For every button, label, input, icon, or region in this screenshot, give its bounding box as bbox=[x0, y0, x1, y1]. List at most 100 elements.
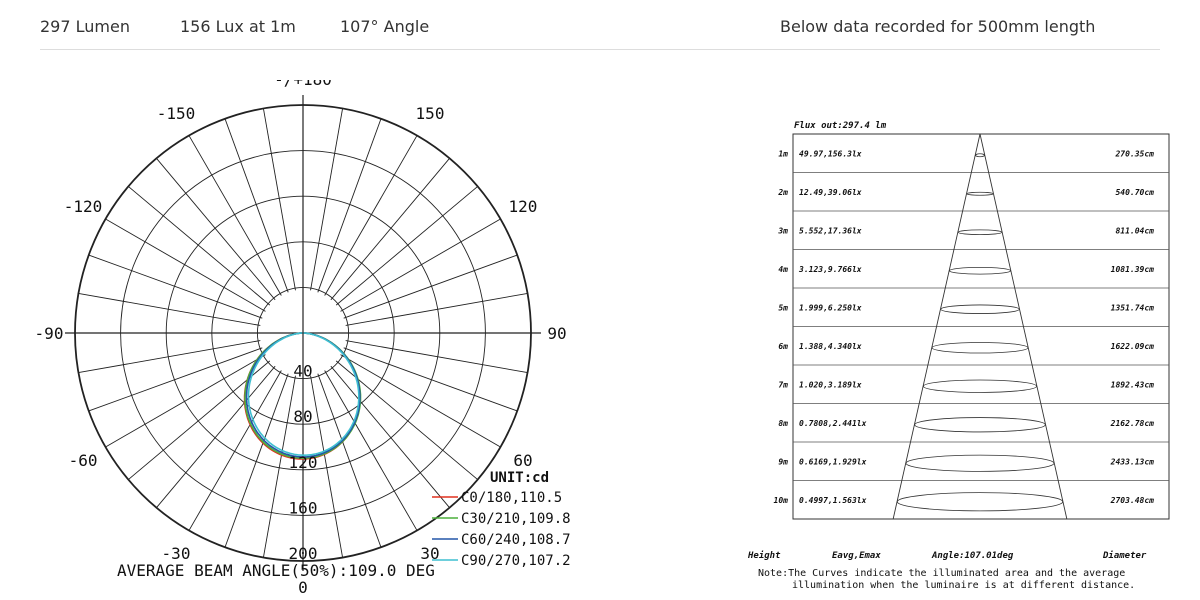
cone-ellipse bbox=[931, 342, 1029, 354]
row-illuminance: 0.4997,1.563lx bbox=[799, 496, 867, 505]
row-height: 5m bbox=[778, 303, 788, 312]
unit-label: UNIT:cd bbox=[490, 470, 549, 486]
row-height: 2m bbox=[777, 188, 788, 197]
angle-label: -90 bbox=[35, 324, 64, 343]
polar-spoke bbox=[128, 186, 271, 306]
polar-distribution-chart: -/+180 150 120 90 60 30 0 -30 -60 -90 -120 -150 40 80… bbox=[35, 80, 571, 597]
legend-entry: C90/270,107.2 bbox=[461, 553, 571, 569]
polar-spoke bbox=[88, 254, 263, 319]
cone-ellipse bbox=[923, 379, 1037, 393]
polar-spoke bbox=[324, 370, 418, 531]
polar-spoke bbox=[330, 158, 450, 301]
col-value: Eavg,Emax bbox=[832, 551, 881, 561]
row-diameter: 1081.39cm bbox=[1111, 265, 1155, 274]
polar-spoke bbox=[340, 354, 501, 448]
row-height: 3m bbox=[777, 226, 788, 235]
row-illuminance: 1.999,6.250lx bbox=[799, 303, 862, 312]
polar-spoke bbox=[105, 354, 266, 448]
table-grid bbox=[792, 133, 1170, 520]
lumen-spec: 297 Lumen bbox=[40, 17, 130, 36]
angle-label: -/+180 bbox=[274, 80, 332, 89]
polar-labels: -/+180 150 120 90 60 30 0 -30 -60 -90 -120 -150 40 80… bbox=[35, 80, 567, 597]
polar-spoke bbox=[224, 373, 289, 548]
cone-ellipse bbox=[975, 153, 985, 158]
polar-spoke bbox=[330, 365, 450, 508]
angle-label: 150 bbox=[416, 104, 445, 123]
row-height: 8m bbox=[778, 419, 788, 428]
row-height: 7m bbox=[778, 380, 788, 389]
angle-label: 60 bbox=[513, 451, 532, 470]
row-height: 9m bbox=[778, 457, 788, 466]
cone-ellipse bbox=[957, 229, 1003, 236]
polar-spoke bbox=[317, 373, 382, 548]
polar-spoke bbox=[335, 360, 478, 480]
cone-ellipse bbox=[966, 191, 994, 196]
length-note: Below data recorded for 500mm length bbox=[780, 17, 1096, 36]
polar-series-curve bbox=[247, 332, 360, 457]
polar-spoke bbox=[262, 108, 296, 291]
table-rows: 1m 49.97,156.3lx 270.35cm 2m 12.49,39.06lx 54… bbox=[774, 149, 1155, 505]
row-illuminance: 12.49,39.06lx bbox=[799, 188, 862, 197]
angle-label: -30 bbox=[162, 544, 191, 563]
polar-legend: C0/180,110.5 C30/210,109.8 C60/240,108.7 C9… bbox=[432, 490, 571, 569]
angle-label: -60 bbox=[69, 451, 98, 470]
cone-ellipse bbox=[905, 454, 1055, 472]
radial-tick-label: 200 bbox=[289, 544, 318, 563]
polar-spoke bbox=[262, 375, 296, 558]
row-diameter: 1892.43cm bbox=[1111, 380, 1155, 389]
row-illuminance: 49.97,156.3lx bbox=[799, 149, 862, 158]
cone-ellipse bbox=[896, 492, 1064, 512]
polar-spoke bbox=[340, 218, 501, 312]
polar-spoke bbox=[335, 186, 478, 306]
flux-out: Flux out:297.4 lm bbox=[794, 121, 887, 131]
polar-spoke bbox=[78, 292, 261, 326]
col-height: Height bbox=[747, 550, 781, 561]
row-illuminance: 3.123,9.766lx bbox=[798, 265, 862, 274]
angle-label: 0 bbox=[298, 578, 308, 597]
row-diameter: 2433.13cm bbox=[1110, 457, 1155, 466]
col-diameter: Diameter bbox=[1102, 550, 1147, 561]
row-height: 6m bbox=[778, 342, 788, 351]
legend-entry: C60/240,108.7 bbox=[461, 532, 571, 548]
row-diameter: 1622.09cm bbox=[1111, 342, 1155, 351]
cone-edge bbox=[979, 133, 1068, 520]
row-illuminance: 1.388,4.340lx bbox=[799, 342, 862, 351]
cone-edge bbox=[892, 133, 981, 520]
row-height: 10m bbox=[774, 496, 789, 505]
polar-spoke bbox=[88, 347, 263, 412]
col-angle: Angle:107.01deg bbox=[931, 551, 1014, 561]
polar-spoke bbox=[345, 292, 528, 326]
row-illuminance: 5.552,17.36lx bbox=[799, 226, 862, 235]
header-divider bbox=[40, 49, 1160, 50]
polar-spoke bbox=[78, 340, 261, 374]
cone-ellipse bbox=[914, 417, 1046, 433]
polar-spoke bbox=[188, 135, 282, 296]
angle-label: -120 bbox=[64, 197, 103, 216]
radial-tick-label: 80 bbox=[293, 407, 312, 426]
polar-spoke bbox=[310, 108, 344, 291]
row-illuminance: 0.6169,1.929lx bbox=[799, 457, 867, 466]
polar-curves bbox=[243, 332, 362, 460]
polar-spoke bbox=[105, 218, 266, 312]
polar-spoke bbox=[188, 370, 282, 531]
illumination-table-chart: Flux out:297.4 lm 1m 49.97,156.3lx 270.35c… bbox=[747, 121, 1170, 591]
row-diameter: 2162.78cm bbox=[1110, 419, 1155, 428]
note-line-1: Note:The Curves indicate the illuminated… bbox=[758, 568, 1125, 579]
radial-tick-label: 120 bbox=[289, 453, 318, 472]
polar-spoke bbox=[224, 118, 289, 293]
row-illuminance: 0.7808,2.441lx bbox=[799, 419, 867, 428]
cone-ellipse bbox=[940, 304, 1020, 314]
polar-spoke bbox=[156, 365, 276, 508]
legend-entry: C30/210,109.8 bbox=[461, 511, 571, 527]
row-diameter: 1351.74cm bbox=[1111, 303, 1155, 312]
angle-label: 120 bbox=[509, 197, 538, 216]
beam-cone bbox=[892, 133, 1068, 520]
polar-spoke bbox=[156, 158, 276, 301]
row-diameter: 2703.48cm bbox=[1110, 496, 1155, 505]
cone-ellipse bbox=[949, 266, 1011, 275]
polar-spoke bbox=[343, 347, 518, 412]
row-height: 4m bbox=[778, 265, 788, 274]
spec-header: 297 Lumen 156 Lux at 1m 107° Angle Below… bbox=[0, 0, 1200, 50]
angle-label: 90 bbox=[547, 324, 566, 343]
legend-entry: C0/180,110.5 bbox=[461, 490, 562, 506]
